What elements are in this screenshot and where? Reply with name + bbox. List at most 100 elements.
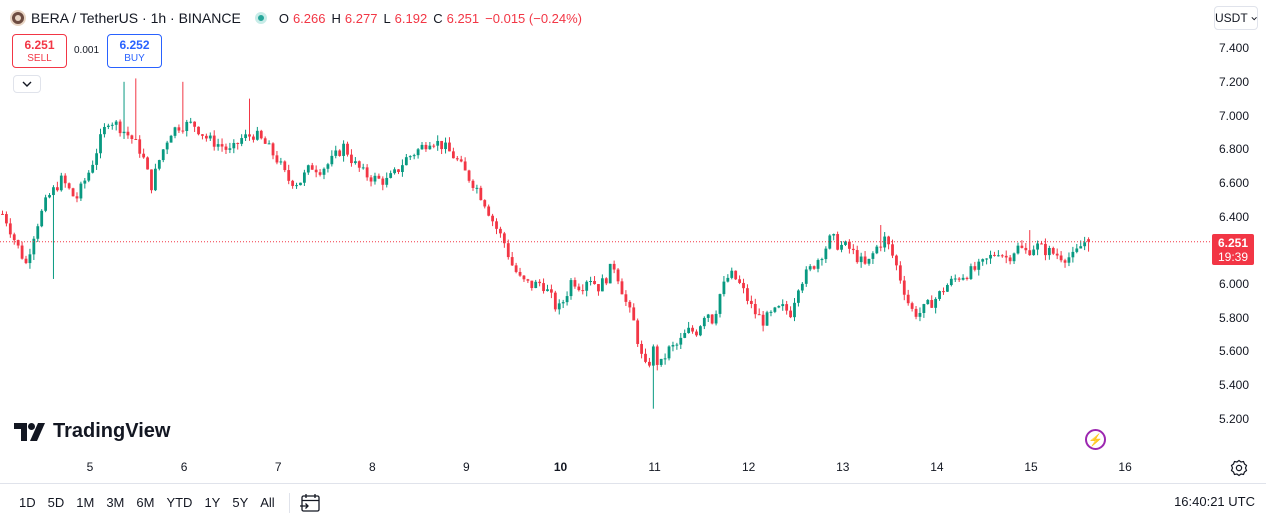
candle bbox=[663, 353, 667, 365]
candle bbox=[934, 297, 938, 314]
candle bbox=[224, 143, 228, 155]
candle bbox=[569, 278, 573, 300]
candle bbox=[338, 149, 342, 157]
time-tick-label: 9 bbox=[463, 460, 470, 474]
low-value: 6.192 bbox=[394, 10, 428, 26]
candle bbox=[604, 277, 608, 286]
candle bbox=[510, 251, 514, 267]
candle bbox=[993, 251, 996, 257]
range-1y[interactable]: 1Y bbox=[204, 495, 221, 510]
candle bbox=[193, 121, 197, 132]
candle bbox=[177, 124, 181, 134]
candle bbox=[236, 142, 240, 150]
spread-value: 0.001 bbox=[74, 45, 100, 56]
sell-button[interactable]: 6.251 SELL bbox=[12, 34, 67, 68]
candle bbox=[275, 150, 279, 165]
candle bbox=[561, 299, 565, 309]
candle bbox=[318, 169, 322, 177]
candle bbox=[216, 138, 220, 151]
symbol-title[interactable]: BERA / TetherUS · 1h · BINANCE bbox=[31, 10, 241, 26]
candle bbox=[651, 344, 655, 409]
time-tick-label: 10 bbox=[553, 460, 568, 474]
range-3m[interactable]: 3M bbox=[106, 495, 125, 510]
candle bbox=[361, 163, 365, 170]
candle bbox=[342, 140, 345, 162]
time-tick-label: 6 bbox=[180, 460, 188, 474]
candle bbox=[322, 167, 326, 180]
range-all[interactable]: All bbox=[260, 495, 275, 510]
settings-gear-icon[interactable] bbox=[1230, 459, 1248, 477]
buy-button[interactable]: 6.252 BUY bbox=[107, 34, 162, 68]
candle bbox=[114, 119, 118, 131]
candle bbox=[471, 179, 475, 191]
bar-countdown: 19:39 bbox=[1217, 250, 1249, 264]
candle bbox=[401, 159, 404, 177]
candle bbox=[996, 250, 1000, 257]
candle bbox=[593, 276, 596, 285]
candle bbox=[271, 142, 275, 160]
candle bbox=[36, 223, 40, 243]
range-ytd[interactable]: YTD bbox=[166, 495, 193, 510]
candle bbox=[377, 173, 381, 180]
collapse-trading-button[interactable] bbox=[13, 75, 41, 93]
currency-selector[interactable]: USDT bbox=[1214, 6, 1258, 30]
go-to-date-calendar-icon[interactable] bbox=[299, 493, 321, 513]
candle bbox=[28, 248, 32, 269]
candle bbox=[440, 140, 444, 155]
utc-clock[interactable]: 16:40:21 UTC bbox=[1174, 494, 1255, 509]
sell-label: SELL bbox=[27, 53, 52, 64]
candle bbox=[197, 126, 200, 136]
time-tick-label: 7 bbox=[274, 460, 282, 474]
market-open-dot-icon bbox=[254, 12, 267, 24]
candle bbox=[989, 250, 992, 264]
candle bbox=[365, 164, 369, 181]
candle bbox=[659, 358, 663, 367]
candle bbox=[632, 303, 636, 321]
candle bbox=[793, 298, 796, 322]
candle bbox=[432, 143, 436, 149]
ohlc-values: O 6.266 H 6.277 L 6.192 C 6.251 −0.015 (−0.2… bbox=[279, 11, 584, 26]
range-6m[interactable]: 6M bbox=[136, 495, 155, 510]
candle bbox=[1, 210, 4, 215]
candle bbox=[204, 133, 208, 142]
candle bbox=[16, 239, 20, 249]
candle bbox=[973, 261, 977, 272]
candle bbox=[314, 165, 318, 178]
candle bbox=[922, 303, 926, 318]
candle bbox=[138, 135, 142, 158]
candle bbox=[1032, 245, 1036, 256]
candle bbox=[620, 278, 624, 295]
price-tick-label: 5.200 bbox=[1219, 411, 1250, 426]
time-tick-label: 5 bbox=[86, 460, 94, 474]
range-1d[interactable]: 1D bbox=[19, 495, 36, 510]
candle bbox=[695, 329, 698, 337]
candle bbox=[1063, 258, 1067, 268]
candle bbox=[879, 225, 883, 252]
candle bbox=[295, 182, 298, 189]
tradingview-logo[interactable]: TradingView bbox=[14, 420, 170, 443]
candle bbox=[600, 274, 604, 292]
candle bbox=[985, 258, 989, 265]
toolbar-divider bbox=[288, 492, 290, 513]
candle bbox=[416, 148, 420, 159]
candle bbox=[153, 163, 157, 192]
candle bbox=[969, 263, 973, 280]
candle bbox=[499, 226, 502, 238]
candle bbox=[12, 232, 16, 245]
last-price-tag: 6.251 19:39 bbox=[1212, 234, 1254, 265]
range-1m[interactable]: 1M bbox=[76, 495, 95, 510]
candle bbox=[212, 130, 216, 151]
candle bbox=[467, 169, 471, 183]
candle bbox=[655, 344, 659, 371]
candle bbox=[534, 279, 538, 289]
range-5d[interactable]: 5D bbox=[47, 495, 65, 510]
candle bbox=[150, 169, 153, 194]
candle bbox=[797, 289, 800, 307]
candle bbox=[44, 194, 48, 213]
candle bbox=[83, 178, 87, 189]
candle bbox=[608, 263, 612, 284]
range-5y[interactable]: 5Y bbox=[232, 495, 249, 510]
candle bbox=[232, 139, 236, 154]
lightning-icon[interactable]: ⚡ bbox=[1085, 429, 1106, 450]
